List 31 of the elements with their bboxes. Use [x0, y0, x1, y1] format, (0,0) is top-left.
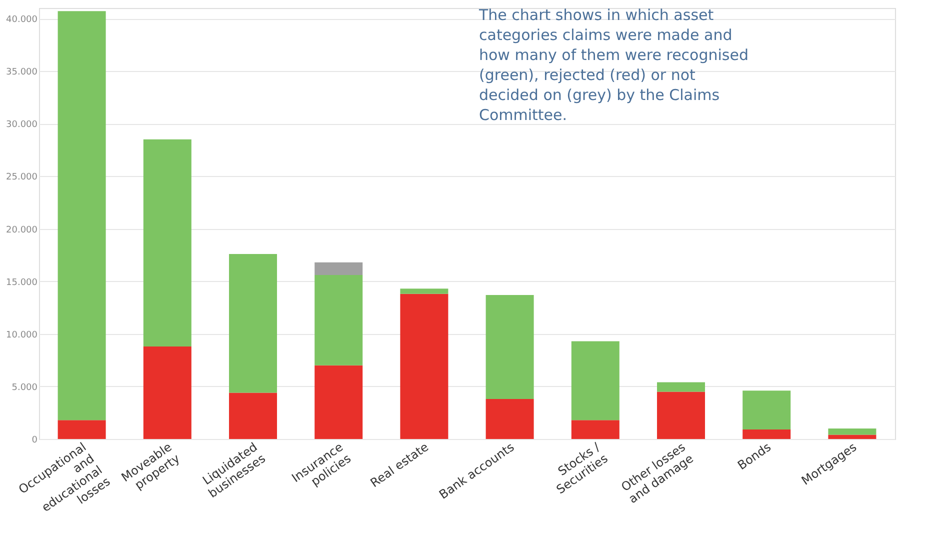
y-tick-label: 15.000: [6, 278, 38, 288]
bar: [143, 346, 192, 439]
bar: [314, 262, 363, 276]
bar: [657, 382, 705, 392]
bar: [828, 434, 876, 439]
bar: [229, 392, 277, 439]
y-tick-label: 10.000: [6, 330, 38, 340]
y-tick-label: 40.000: [6, 15, 38, 26]
bar: [742, 390, 791, 430]
bar: [828, 428, 876, 435]
annotation: The chart shows in which asset categories claims were made and how many of them were recognised (green), rejected (red) or not decided on (grey) by the Claims Committee.: [478, 6, 748, 124]
bar: [58, 420, 106, 439]
bar: [143, 139, 192, 346]
bar: [400, 288, 448, 294]
bar: [229, 254, 277, 393]
bar: [314, 275, 363, 366]
bar: [314, 365, 363, 439]
bar: [571, 420, 620, 439]
y-tick-label: 20.000: [6, 225, 38, 236]
bar: [400, 294, 448, 439]
bar: [58, 11, 106, 420]
y-tick-label: 30.000: [6, 120, 38, 130]
y-tick-label: 0: [32, 436, 38, 446]
bar: [486, 399, 534, 439]
bar: [571, 341, 620, 420]
y-tick-label: 35.000: [6, 68, 38, 78]
bar: [486, 294, 534, 400]
y-tick-label: 25.000: [6, 172, 38, 183]
y-tick-label: 5.000: [12, 382, 38, 393]
bar: [742, 430, 791, 439]
bar: [657, 392, 705, 439]
